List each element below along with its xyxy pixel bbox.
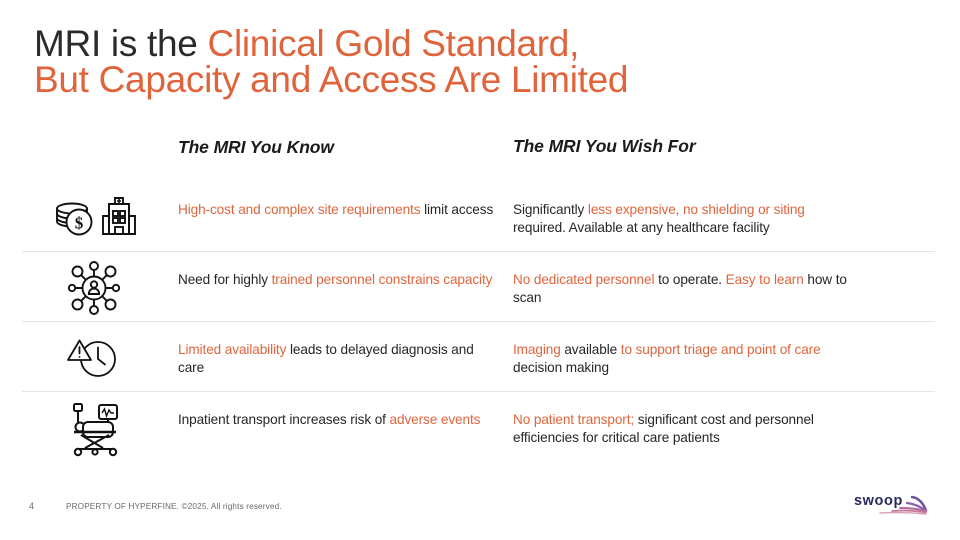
row-text-left: High-cost and complex site requirements … [178,201,498,219]
accent-text-run: less expensive, no shielding or siting [587,202,805,217]
column-header-left: The MRI You Know [178,137,334,157]
plain-text-run: Need for highly [178,272,272,287]
row-text-right: No dedicated personnel to operate. Easy … [513,271,853,308]
table-row: Inpatient transport increases risk of ad… [0,391,960,491]
accent-text-run: to support triage and point of care [620,342,821,357]
plain-text-run: required. Available at any healthcare fa… [513,220,770,236]
title-line2-accent: But Capacity and Access Are Limited [34,59,629,100]
accent-text-run: Imaging [513,342,565,357]
title-line1-plain: MRI is the [34,23,208,64]
title-line1-accent: Clinical Gold Standard, [207,23,580,64]
page-number: 4 [29,501,35,511]
copyright-notice: PROPERTY OF HYPERFINE. ©2025. All rights… [66,502,282,511]
money-and-hospital-icon: $ [40,183,148,249]
accent-text-run: Limited availability [178,342,290,357]
row-text-right: Imaging available to support triage and … [513,341,853,378]
accent-text-run: No dedicated personnel [513,272,659,287]
row-text-left: Inpatient transport increases risk of ad… [178,411,498,429]
row-divider [22,251,935,252]
plain-text-run: limit access [424,202,494,217]
plain-text-run: Inpatient transport increases risk of [178,412,390,427]
plain-text-run: Significantly [513,202,588,217]
plain-text-run: to operate. [658,272,726,287]
row-divider [22,321,935,322]
row-divider [22,391,935,392]
table-row: Need for highly trained personnel constr… [0,251,960,321]
row-text-right: Significantly less expensive, no shieldi… [513,201,853,238]
plain-text-run: decision making [513,360,609,376]
accent-text-run: No patient transport; [513,412,638,427]
page-title: MRI is the Clinical Gold Standard, But C… [34,23,894,100]
table-row: $ High-cost and complex site requirement… [0,181,960,251]
clock-warning-icon [40,325,148,391]
row-text-left: Limited availability leads to delayed di… [178,341,498,378]
plain-text-run: significant cost and personnel efficienc… [513,412,814,446]
personnel-network-icon [40,255,148,321]
swoop-logo-text: swoop [854,493,903,509]
swoop-logo: swoop [850,487,942,521]
row-text-right: No patient transport; significant cost a… [513,411,853,448]
plain-text-run: how to scan [513,272,847,306]
column-header-right: The MRI You Wish For [513,136,696,156]
accent-text-run: trained personnel constrains capacity [271,272,493,287]
accent-text-run: adverse events [389,412,481,427]
plain-text-run: available [564,342,621,357]
accent-text-run: High-cost and complex site requirements [178,202,425,217]
accent-text-run: Easy to learn [725,272,808,287]
table-row: Limited availability leads to delayed di… [0,321,960,391]
svg-text:$: $ [75,214,84,233]
plain-text-run: leads to delayed diagnosis and care [178,342,474,376]
patient-transport-gurney-icon [40,397,148,463]
row-text-left: Need for highly trained personnel constr… [178,271,498,289]
